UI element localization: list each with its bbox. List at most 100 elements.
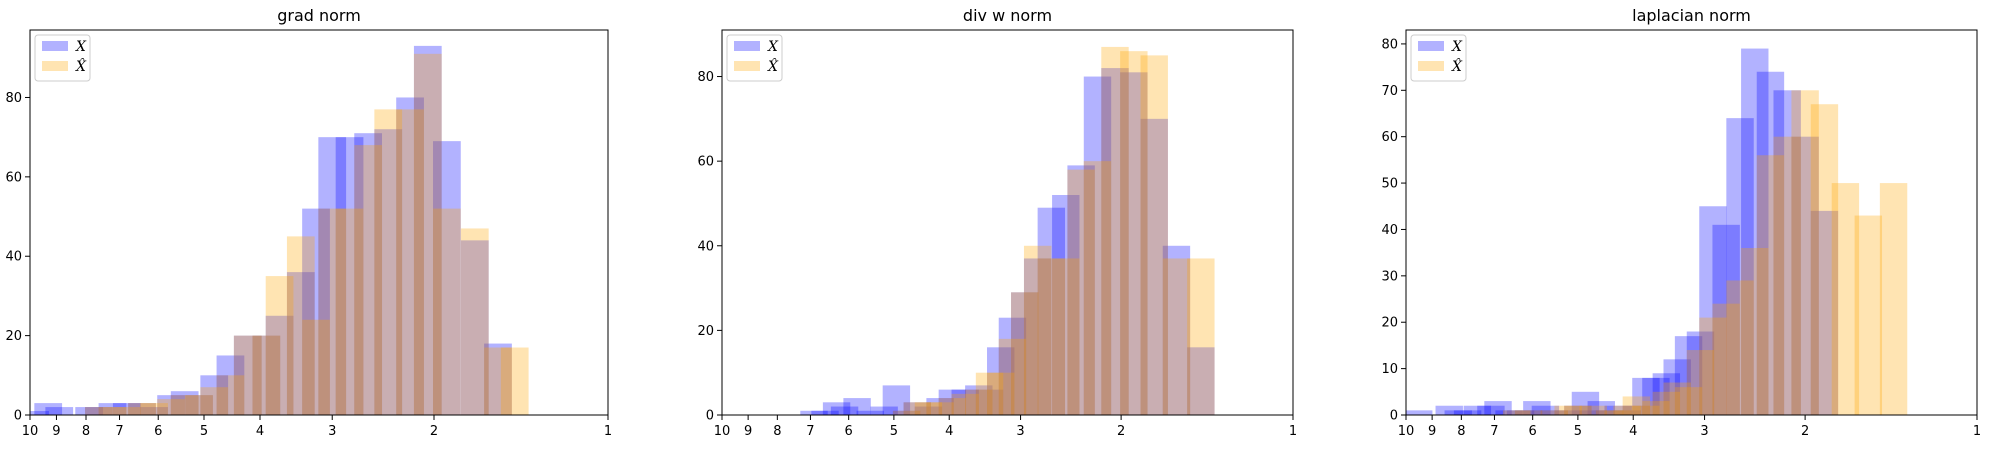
- legend-label: X̂: [767, 57, 779, 75]
- bar: [1477, 405, 1505, 415]
- y-tick-label: 20: [5, 329, 22, 344]
- bar: [45, 407, 74, 415]
- bar: [335, 208, 364, 415]
- bar: [1083, 161, 1112, 415]
- bar: [822, 402, 851, 415]
- bar: [1083, 76, 1112, 415]
- bar: [1463, 405, 1492, 415]
- bar: [112, 403, 141, 415]
- x-tick-label: 7: [1490, 424, 1498, 439]
- bar: [318, 208, 347, 415]
- bar: [856, 410, 884, 415]
- y-tick-label: 60: [1381, 130, 1398, 145]
- y-tick-label: 60: [5, 170, 22, 185]
- legend-swatch: [1418, 41, 1444, 51]
- bar: [1674, 336, 1703, 415]
- series-x: [1406, 48, 1839, 415]
- bar: [914, 406, 943, 415]
- bar: [903, 402, 931, 415]
- bar: [1554, 410, 1582, 415]
- bar: [460, 240, 489, 415]
- bar: [1514, 410, 1543, 415]
- bar: [413, 53, 442, 415]
- legend: X X̂: [34, 34, 91, 82]
- bar: [335, 137, 364, 415]
- bar: [1604, 410, 1632, 415]
- bar: [128, 403, 156, 415]
- bar: [1686, 350, 1715, 415]
- bar: [1652, 391, 1681, 415]
- x-tick-label: 8: [773, 424, 781, 439]
- bar: [1140, 118, 1168, 415]
- bar: [987, 347, 1015, 415]
- bar: [185, 395, 213, 415]
- legend-swatch: [734, 61, 760, 71]
- y-tick-label: 20: [697, 324, 714, 339]
- bar: [1067, 165, 1095, 415]
- bar: [1831, 183, 1860, 415]
- bar: [140, 403, 168, 415]
- chart-title: laplacian norm: [1632, 6, 1751, 25]
- bar: [965, 389, 993, 415]
- bar: [1726, 280, 1754, 415]
- y-tick-label: 80: [1381, 37, 1398, 52]
- bar: [1756, 155, 1785, 415]
- bar: [1854, 215, 1883, 415]
- chart-title: div w norm: [963, 6, 1052, 25]
- bar: [216, 375, 245, 415]
- bar: [830, 406, 859, 415]
- bar: [882, 385, 911, 415]
- bar: [870, 406, 898, 415]
- bar: [811, 410, 839, 415]
- bar: [252, 335, 281, 415]
- bar: [157, 399, 185, 415]
- bar: [1564, 405, 1592, 415]
- bar: [265, 315, 294, 415]
- bar: [1140, 55, 1168, 415]
- bar: [1067, 169, 1095, 415]
- bar: [396, 109, 424, 415]
- bar: [354, 145, 383, 415]
- bar: [1595, 410, 1624, 415]
- y-tick-label: 0: [1390, 409, 1398, 424]
- bar: [1791, 90, 1819, 415]
- bar: [1514, 410, 1543, 415]
- bar: [200, 387, 229, 415]
- bar: [1444, 410, 1472, 415]
- bar: [1622, 405, 1651, 415]
- bar: [1406, 410, 1433, 415]
- bar: [1622, 396, 1651, 415]
- bar: [1699, 206, 1727, 415]
- x-tick-label: 3: [328, 424, 336, 439]
- bar: [1023, 258, 1052, 415]
- y-tick-label: 10: [1381, 362, 1398, 377]
- legend-label: X̂: [75, 57, 87, 75]
- bar: [800, 410, 828, 415]
- series-x: [800, 68, 1215, 415]
- y-tick-label: 40: [697, 239, 714, 254]
- bar: [892, 410, 921, 415]
- y-tick-label: 40: [1381, 223, 1398, 238]
- bar: [286, 272, 315, 415]
- y-tick-label: 40: [5, 250, 22, 265]
- bar: [965, 385, 993, 415]
- bar: [170, 395, 199, 415]
- legend-label: X: [1451, 39, 1463, 55]
- bar: [1663, 359, 1691, 415]
- bar: [433, 141, 461, 415]
- bar: [1101, 68, 1129, 415]
- bar: [1810, 210, 1839, 415]
- bar: [1554, 405, 1582, 415]
- bar: [1652, 373, 1681, 415]
- bar: [85, 407, 113, 415]
- bar: [1187, 347, 1215, 415]
- bar: [975, 389, 1004, 415]
- y-tick-label: 80: [697, 70, 714, 85]
- bar: [938, 389, 967, 415]
- y-tick-label: 0: [14, 409, 22, 424]
- bar: [1011, 292, 1039, 415]
- legend: X X̂: [726, 34, 783, 82]
- x-tick-label: 7: [115, 424, 123, 439]
- bar: [85, 407, 113, 415]
- legend-label: X̂: [1451, 57, 1463, 75]
